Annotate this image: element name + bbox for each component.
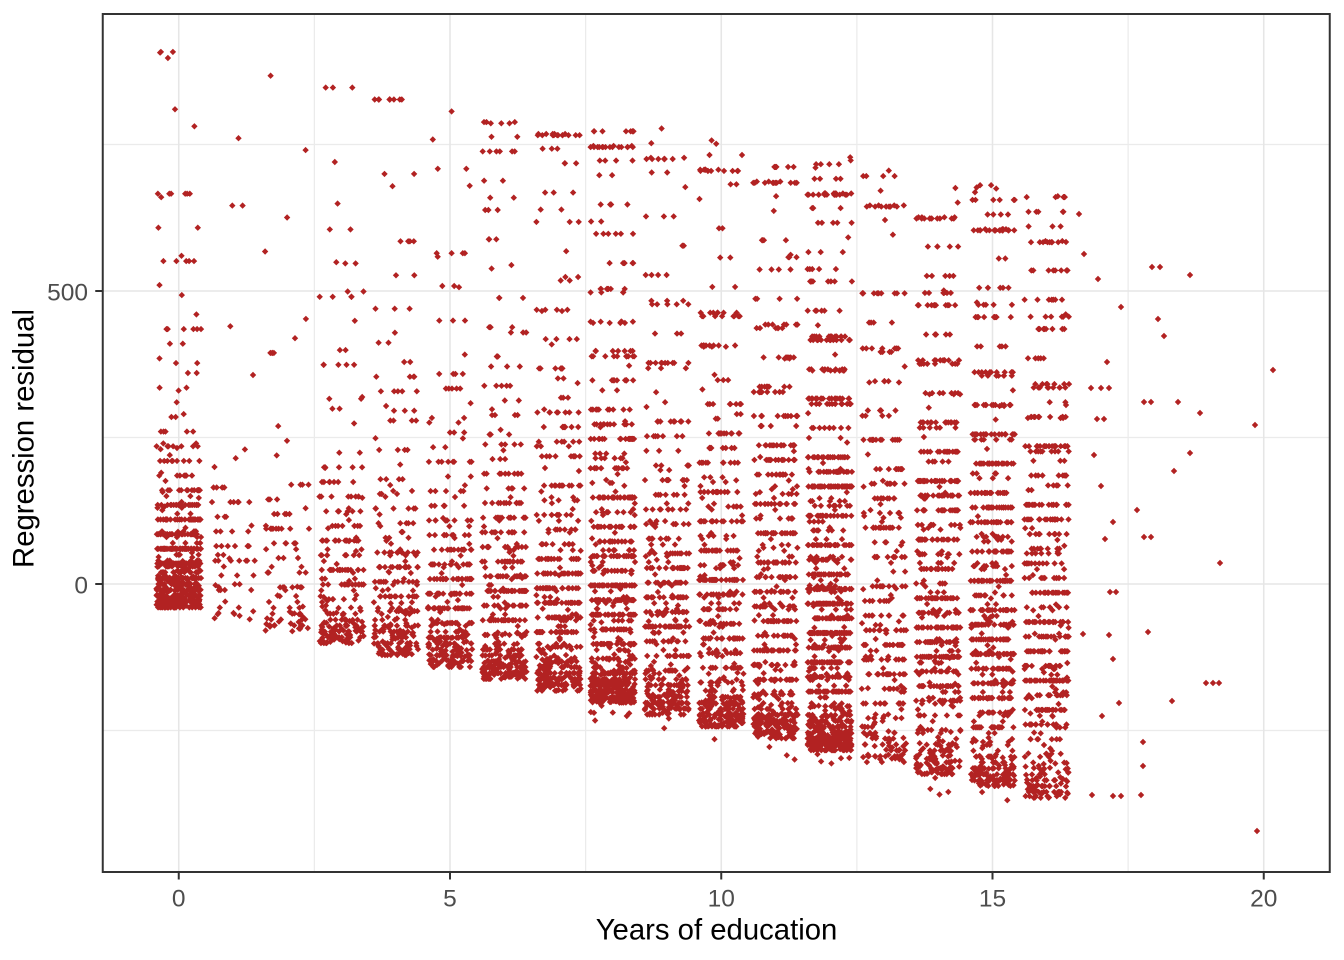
- svg-text:0: 0: [74, 573, 88, 600]
- svg-text:20: 20: [1250, 886, 1277, 913]
- svg-text:10: 10: [708, 886, 735, 913]
- svg-text:Regression residual: Regression residual: [8, 309, 41, 568]
- svg-text:Years of education: Years of education: [596, 914, 838, 947]
- svg-text:0: 0: [172, 886, 186, 913]
- svg-text:5: 5: [443, 886, 457, 913]
- svg-text:15: 15: [979, 886, 1006, 913]
- svg-text:500: 500: [47, 280, 88, 307]
